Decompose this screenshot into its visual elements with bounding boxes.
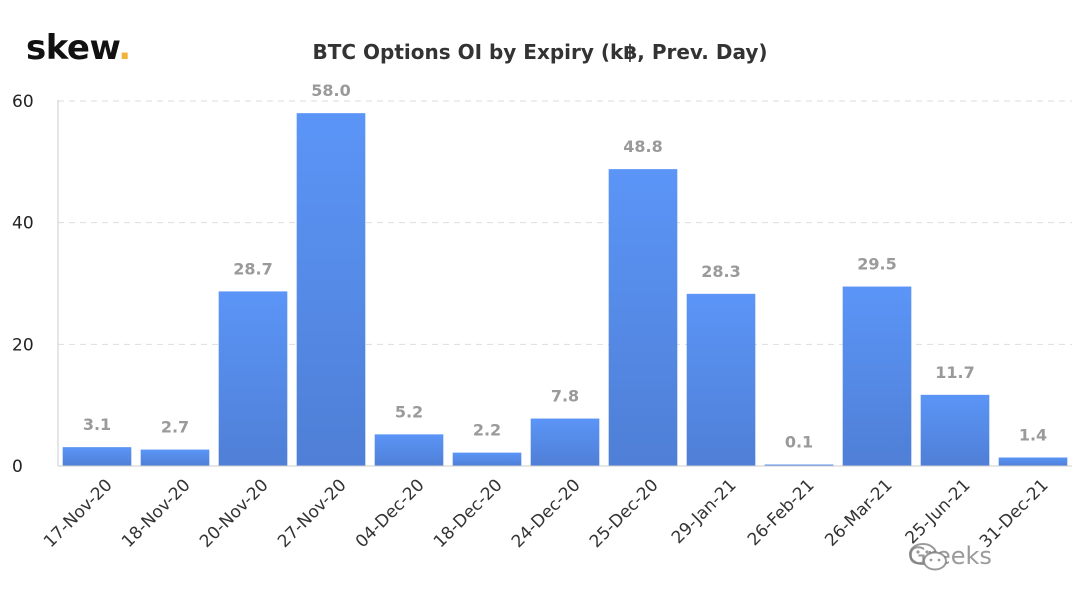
x-tick-label: 29-Jan-21 — [668, 475, 741, 548]
bar — [920, 394, 990, 466]
bar — [998, 457, 1068, 466]
data-label: 5.2 — [395, 402, 423, 421]
x-tick-label: 27-Nov-20 — [274, 475, 351, 552]
x-tick-label: 24-Dec-20 — [508, 475, 585, 552]
data-label: 3.1 — [83, 415, 111, 434]
skew-logo: skew. — [26, 28, 131, 68]
x-tick-label: 31-Dec-21 — [976, 475, 1053, 552]
y-tick-label: 40 — [12, 214, 34, 234]
bar — [140, 449, 210, 466]
y-axis-ticks: 0 20 40 60 — [12, 92, 34, 477]
data-labels: 3.1 2.7 28.7 58.0 5.2 2.2 7.8 48.8 28.3 0.1 29.5 11… — [83, 81, 1047, 451]
bars — [62, 113, 1068, 467]
x-axis-ticks: 17-Nov-20 18-Nov-20 20-Nov-20 27-Nov-20 04-D… — [40, 475, 1053, 552]
data-label: 1.4 — [1019, 425, 1047, 444]
bar — [764, 464, 834, 466]
data-label: 48.8 — [623, 137, 662, 156]
data-label: 2.7 — [161, 418, 189, 437]
bar — [608, 169, 678, 466]
grid-lines — [58, 100, 1072, 345]
data-label: 29.5 — [857, 255, 896, 274]
bar — [686, 293, 756, 466]
bar — [452, 452, 522, 466]
y-tick-label: 20 — [12, 335, 34, 355]
x-tick-label: 17-Nov-20 — [40, 475, 117, 552]
data-label: 58.0 — [311, 81, 350, 100]
x-tick-label: 25-Dec-20 — [586, 475, 663, 552]
x-tick-label: 26-Mar-21 — [821, 475, 896, 550]
data-label: 7.8 — [551, 387, 579, 406]
logo-text: skew — [26, 28, 119, 68]
data-label: 0.1 — [785, 433, 813, 452]
x-tick-label: 04-Dec-20 — [352, 475, 429, 552]
y-tick-label: 0 — [12, 457, 23, 477]
logo-dot: . — [118, 28, 131, 68]
watermark: Greeks — [908, 542, 992, 571]
watermark-text: Greeks — [908, 542, 992, 570]
data-label: 2.2 — [473, 421, 501, 440]
x-tick-label: 20-Nov-20 — [196, 475, 273, 552]
wechat-icon — [909, 543, 947, 571]
bar — [374, 434, 444, 466]
bar — [62, 447, 132, 466]
x-tick-label: 25-Jun-21 — [902, 475, 975, 548]
data-label: 28.7 — [233, 259, 272, 278]
bar — [842, 286, 912, 466]
y-tick-label: 60 — [12, 92, 34, 112]
x-tick-label: 18-Nov-20 — [118, 475, 195, 552]
bar — [218, 291, 288, 466]
data-label: 11.7 — [935, 363, 974, 382]
bar — [530, 418, 600, 466]
bar — [296, 113, 366, 467]
x-tick-label: 26-Feb-21 — [744, 475, 819, 550]
data-label: 28.3 — [701, 262, 740, 281]
chart-title: BTC Options OI by Expiry (k฿, Prev. Day) — [312, 40, 768, 64]
x-tick-label: 18-Dec-20 — [430, 475, 507, 552]
